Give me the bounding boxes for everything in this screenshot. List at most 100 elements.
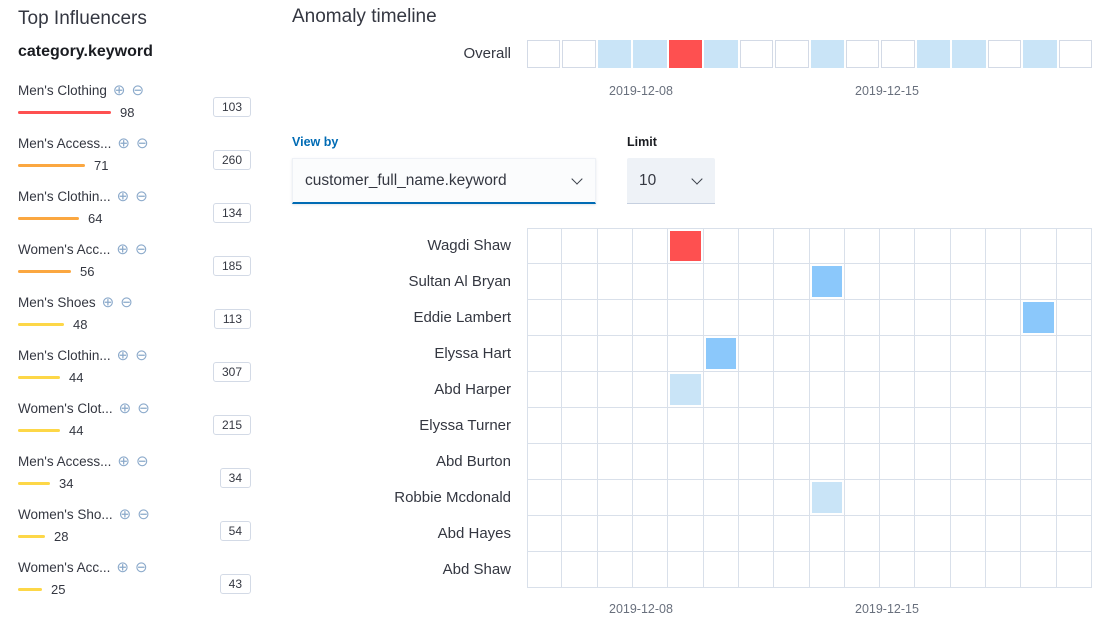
swimlane-cell[interactable] [738, 228, 775, 264]
swimlane-cell[interactable] [1056, 516, 1092, 552]
swimlane-cell[interactable] [774, 336, 810, 372]
swimlane-cell[interactable] [597, 264, 633, 300]
swimlane-cell[interactable] [950, 444, 987, 480]
swimlane-cell[interactable] [668, 516, 704, 552]
swimlane-cell[interactable] [632, 408, 669, 444]
swimlane-cell[interactable] [703, 552, 739, 588]
swimlane-cell[interactable] [633, 40, 667, 68]
swimlane-cell[interactable] [527, 408, 563, 444]
swimlane-cell[interactable] [986, 336, 1022, 372]
swimlane-cell[interactable] [774, 372, 810, 408]
swimlane-cell[interactable] [915, 336, 951, 372]
swimlane-cell[interactable] [809, 300, 845, 336]
swimlane-cell[interactable] [562, 40, 596, 68]
add-filter-icon[interactable]: ⊕ [118, 399, 132, 417]
swimlane-cell[interactable] [703, 228, 739, 264]
swimlane-cell[interactable] [774, 444, 810, 480]
swimlane-cell[interactable] [845, 40, 880, 68]
swimlane-cell[interactable] [809, 408, 845, 444]
swimlane-cell[interactable] [774, 300, 810, 336]
swimlane-cell[interactable] [774, 552, 810, 588]
swimlane-cell[interactable] [562, 372, 598, 408]
swimlane-cell[interactable] [844, 228, 881, 264]
swimlane-cell[interactable] [1021, 480, 1057, 516]
swimlane-cell[interactable] [880, 480, 916, 516]
remove-filter-icon[interactable]: ⊖ [135, 452, 149, 470]
add-filter-icon[interactable]: ⊕ [116, 187, 130, 205]
remove-filter-icon[interactable]: ⊖ [120, 293, 133, 311]
swimlane-cell[interactable] [703, 300, 739, 336]
swimlane-cell[interactable] [1056, 480, 1092, 516]
swimlane-cell[interactable] [668, 336, 704, 372]
swimlane-cell[interactable] [668, 300, 704, 336]
swimlane-cell[interactable] [703, 408, 739, 444]
swimlane-cell[interactable] [668, 552, 704, 588]
swimlane-cell[interactable] [880, 444, 916, 480]
swimlane-cell[interactable] [527, 228, 563, 264]
swimlane-cell[interactable] [844, 480, 881, 516]
swimlane-cell[interactable] [986, 516, 1022, 552]
swimlane-cell[interactable] [844, 444, 881, 480]
swimlane-cell[interactable] [527, 264, 563, 300]
swimlane-cell[interactable] [1056, 552, 1092, 588]
swimlane-cell[interactable] [844, 300, 881, 336]
swimlane-cell[interactable] [632, 300, 669, 336]
swimlane-cell[interactable] [703, 516, 739, 552]
swimlane-cell[interactable] [844, 372, 881, 408]
swimlane-cell[interactable] [880, 372, 916, 408]
swimlane-cell[interactable] [880, 408, 916, 444]
swimlane-cell[interactable] [809, 336, 845, 372]
swimlane-cell[interactable] [844, 408, 881, 444]
swimlane-cell[interactable] [703, 372, 739, 408]
swimlane-cell[interactable] [1056, 372, 1092, 408]
swimlane-cell[interactable] [844, 516, 881, 552]
limit-select[interactable]: 10 [627, 158, 715, 204]
swimlane-cell[interactable] [632, 264, 669, 300]
swimlane-cell[interactable] [527, 516, 563, 552]
swimlane-cell[interactable] [703, 444, 739, 480]
swimlane-cell[interactable] [668, 444, 704, 480]
swimlane-cell[interactable] [739, 40, 774, 68]
swimlane-cell[interactable] [562, 516, 598, 552]
swimlane-cell[interactable] [597, 516, 633, 552]
swimlane-cell[interactable] [916, 40, 951, 68]
swimlane-cell[interactable] [915, 480, 951, 516]
swimlane-cell[interactable] [915, 300, 951, 336]
swimlane-cell[interactable] [527, 336, 563, 372]
swimlane-cell[interactable] [562, 336, 598, 372]
remove-filter-icon[interactable]: ⊖ [135, 346, 148, 364]
swimlane-cell[interactable] [738, 552, 775, 588]
swimlane-cell[interactable] [950, 480, 987, 516]
swimlane-cell[interactable] [880, 300, 916, 336]
swimlane-cell[interactable] [703, 336, 739, 372]
add-filter-icon[interactable]: ⊕ [116, 240, 129, 258]
swimlane-cell[interactable] [703, 264, 739, 300]
swimlane-cell[interactable] [632, 228, 669, 264]
swimlane-cell[interactable] [527, 444, 563, 480]
swimlane-cell[interactable] [950, 300, 987, 336]
swimlane-cell[interactable] [703, 480, 739, 516]
swimlane-cell[interactable] [562, 408, 598, 444]
swimlane-cell[interactable] [881, 40, 915, 68]
swimlane-cell[interactable] [986, 444, 1022, 480]
swimlane-cell[interactable] [597, 552, 633, 588]
swimlane-cell[interactable] [738, 408, 775, 444]
swimlane-cell[interactable] [1023, 40, 1057, 68]
swimlane-cell[interactable] [774, 228, 810, 264]
swimlane-cell[interactable] [810, 40, 844, 68]
remove-filter-icon[interactable]: ⊖ [135, 187, 148, 205]
swimlane-cell[interactable] [844, 336, 881, 372]
swimlane-cell[interactable] [809, 444, 845, 480]
swimlane-cell[interactable] [1056, 336, 1092, 372]
remove-filter-icon[interactable]: ⊖ [137, 399, 150, 417]
swimlane-cell[interactable] [527, 480, 563, 516]
swimlane-cell[interactable] [986, 228, 1022, 264]
swimlane-cell[interactable] [774, 516, 810, 552]
swimlane-cell[interactable] [668, 228, 704, 264]
swimlane-cell[interactable] [597, 336, 633, 372]
swimlane-cell[interactable] [1058, 40, 1092, 68]
swimlane-cell[interactable] [738, 516, 775, 552]
swimlane-cell[interactable] [668, 372, 704, 408]
swimlane-cell[interactable] [597, 480, 633, 516]
add-filter-icon[interactable]: ⊕ [117, 134, 130, 152]
